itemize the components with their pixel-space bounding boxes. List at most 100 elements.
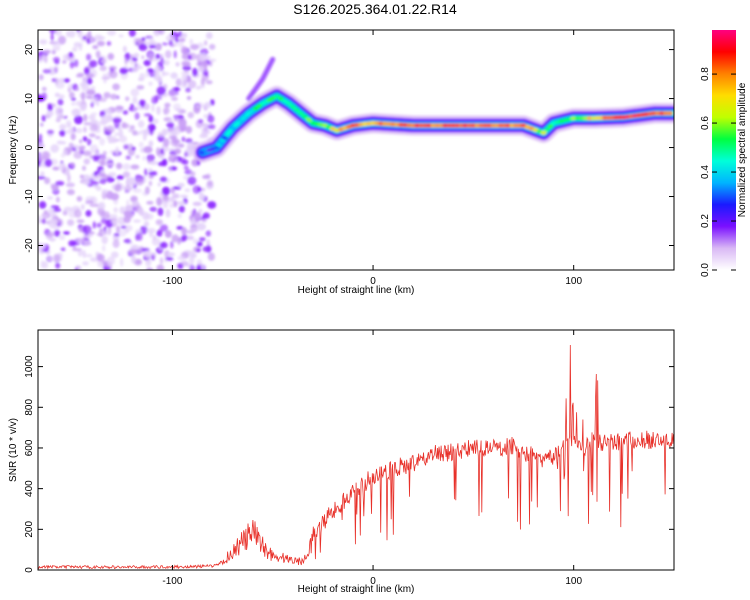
noise-blob [181,60,191,66]
noise-blob [110,192,120,201]
noise-blob [100,155,107,162]
noise-blob [55,262,61,269]
noise-blob [178,118,187,128]
noise-blob [38,201,47,209]
noise-blob [73,59,79,68]
noise-blob [136,106,145,110]
noise-blob [158,154,165,159]
noise-blob [83,126,87,133]
noise-blob [143,103,150,111]
colorbar-tick-label: 0.0 [700,263,711,277]
ridge-core-cell [667,111,673,116]
noise-blob [137,208,144,215]
noise-blob [112,235,119,240]
snr-frame [37,329,675,571]
noise-blob [148,37,155,42]
noise-blob [204,40,208,46]
noise-blob [106,41,112,46]
noise-blob [184,151,188,158]
noise-blob [154,65,161,73]
noise-blob [192,185,202,194]
spectrogram-x-label: Height of straight line (km) [298,285,415,296]
noise-blob [48,237,56,242]
x-tick-label: 0 [370,576,376,587]
noise-blob [59,129,66,137]
noise-blob [130,245,140,250]
ridge-core-cell [281,99,288,103]
noise-blob [195,102,204,109]
noise-blob [100,230,111,235]
noise-blob [60,141,67,145]
noise-blob [125,96,130,102]
noise-blob [44,177,51,185]
y-tick-label: 20 [24,44,35,56]
noise-blob [38,176,46,180]
noise-blob [123,210,131,214]
noise-blob [143,146,153,154]
noise-blob [103,92,111,99]
noise-blob [81,165,87,171]
noise-blob [132,66,139,73]
noise-blob [92,45,98,50]
noise-blob [165,208,171,218]
y-tick-label: 10 [24,93,35,105]
noise-blob [71,101,76,106]
noise-blob [60,153,66,158]
noise-blob [181,227,188,236]
ridge-core-cell [547,124,554,129]
noise-blob [157,207,164,216]
noise-blob [132,188,142,194]
noise-blob [63,231,70,235]
noise-blob [99,160,107,167]
noise-blob [41,115,46,122]
colorbar-tick-label: 0.8 [700,67,711,81]
noise-blob [138,141,144,148]
noise-blob [46,129,55,135]
noise-blob [137,77,144,82]
noise-blob [155,43,162,51]
noise-blob [148,140,154,147]
noise-blob [179,194,189,198]
noise-blob [137,120,145,128]
noise-blob [79,42,83,48]
noise-blob [185,138,193,144]
noise-blob [63,206,73,212]
noise-blob [99,178,107,185]
noise-blob [147,123,156,132]
snr-y-label: SNR (10 * v/v) [8,418,19,482]
noise-blob [97,40,105,47]
noise-blob [168,166,173,174]
noise-blob [202,212,210,219]
noise-blob [198,54,206,62]
noise-blob [149,206,157,212]
noise-blob [123,185,133,192]
noise-blob [199,48,209,56]
noise-blob [192,67,198,77]
noise-blob [170,137,178,147]
noise-blob [120,225,127,229]
noise-blob [101,235,108,245]
noise-blob [74,267,78,270]
noise-blob [145,213,154,220]
noise-blob [119,135,128,143]
noise-blob [84,253,93,258]
noise-blob [102,150,107,156]
noise-blob [86,233,93,238]
noise-blob [90,85,96,90]
noise-blob [161,186,171,196]
noise-blob [89,60,98,68]
noise-blob [42,69,52,74]
noise-blob [138,129,147,135]
noise-blob [131,57,138,61]
noise-blob [146,200,154,205]
noise-blob [198,192,205,201]
noise-blob [145,127,149,136]
noise-blob [95,50,101,58]
noise-blob [67,30,76,38]
noise-blob [186,250,195,255]
noise-blob [109,149,117,154]
noise-blob [41,86,47,92]
noise-blob [58,35,66,45]
noise-blob [86,53,92,61]
